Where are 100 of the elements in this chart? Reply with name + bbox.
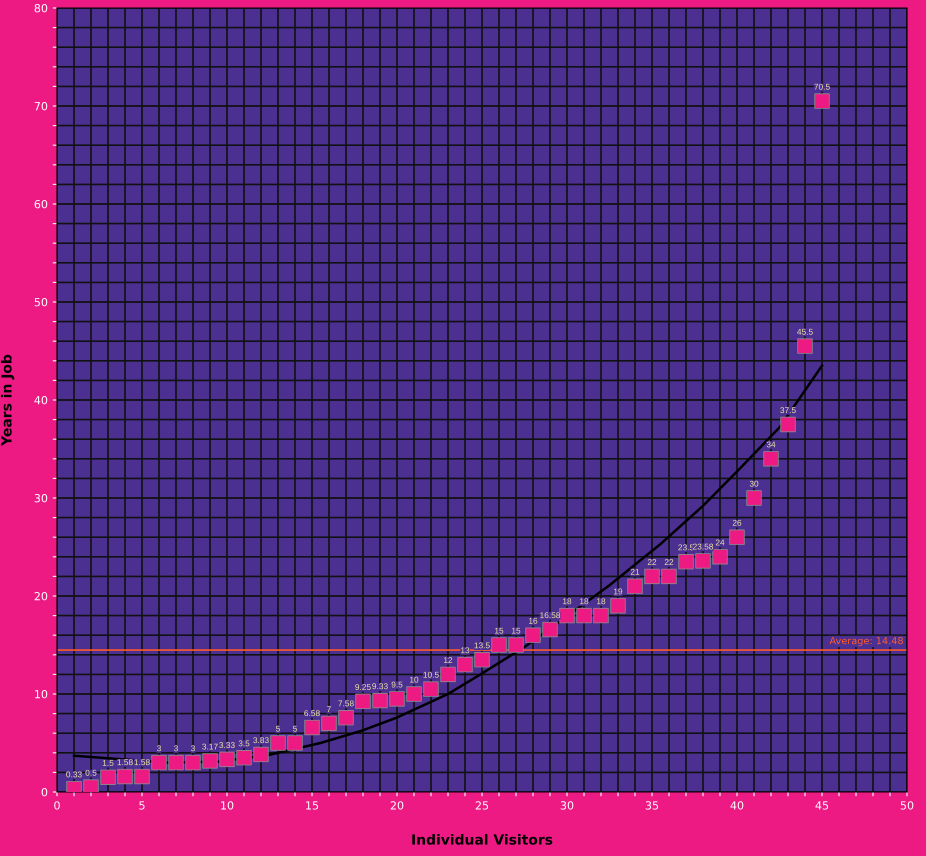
data-label: 13: [461, 647, 470, 654]
point: [780, 416, 796, 432]
y-tick-label: 20: [34, 592, 48, 600]
point: [559, 608, 575, 624]
point: [593, 608, 609, 624]
data-label: 16: [529, 618, 538, 624]
point: [202, 753, 218, 769]
y-tick-label: 40: [34, 396, 48, 404]
point: [508, 637, 524, 653]
point: [100, 770, 116, 786]
data-label: 19: [614, 588, 622, 594]
data-label: 15: [495, 628, 504, 634]
y-axis-title: Years in Job: [0, 354, 14, 446]
data-label: 1.58: [118, 759, 133, 766]
point: [151, 754, 167, 770]
y-tick-label: 30: [34, 494, 48, 502]
point: [253, 746, 269, 762]
y-tick-label: 50: [34, 298, 48, 306]
data-label: 7: [327, 706, 331, 712]
point: [389, 691, 405, 707]
point: [712, 549, 728, 565]
data-label: 70.5: [814, 84, 830, 90]
point: [729, 529, 745, 545]
point: [185, 754, 201, 770]
data-label: 10.5: [424, 672, 439, 678]
point: [219, 752, 235, 768]
x-tick-label: 20: [390, 801, 404, 810]
point: [270, 735, 286, 751]
data-label: 3.33: [219, 742, 235, 748]
data-label: 26: [732, 520, 742, 526]
data-label: 1.5: [102, 760, 114, 766]
point: [423, 681, 439, 697]
data-label: 13.5: [474, 642, 490, 648]
data-label: 9.33: [372, 683, 388, 690]
point: [440, 666, 456, 682]
data-label: 0.5: [86, 770, 96, 776]
y-tick-label: 80: [34, 4, 48, 12]
data-label: 3.5: [238, 740, 250, 746]
point: [355, 694, 371, 710]
point: [168, 754, 184, 770]
data-label: 3.83: [253, 737, 269, 744]
point: [644, 568, 660, 584]
data-label: 5: [276, 726, 280, 732]
data-label: 6.58: [304, 710, 320, 716]
data-label: 7.58: [338, 700, 354, 706]
x-tick-label: 25: [476, 801, 488, 810]
point: [678, 554, 694, 570]
point: [372, 692, 388, 708]
point: [338, 710, 354, 726]
y-tick-label: 70: [34, 102, 48, 110]
data-label: 0.33: [66, 771, 82, 778]
data-label: 23.58: [692, 544, 714, 550]
point: [746, 490, 762, 506]
y-tick-label: 60: [34, 200, 48, 208]
data-label: 1.58: [134, 759, 150, 766]
point: [542, 622, 558, 638]
data-label: 3: [191, 745, 195, 752]
point: [576, 608, 592, 624]
point: [474, 652, 490, 668]
point: [797, 338, 813, 354]
y-tick-label: 10: [35, 690, 48, 698]
point: [814, 93, 830, 109]
data-label: 24: [716, 540, 724, 546]
x-tick-label: 35: [646, 801, 658, 810]
data-label: 18: [580, 598, 588, 604]
data-label: 3.17: [202, 744, 218, 750]
data-label: 10: [410, 676, 418, 683]
data-label: 34: [766, 442, 776, 448]
x-tick-label: 40: [730, 801, 744, 810]
point: [627, 578, 643, 594]
point: [236, 750, 252, 766]
data-label: 12: [444, 657, 452, 663]
point: [525, 627, 541, 643]
point: [117, 768, 133, 784]
x-axis-title: Individual Visitors: [412, 834, 552, 845]
x-tick-label: 45: [815, 801, 828, 810]
point: [134, 768, 150, 784]
data-label: 45.5: [797, 328, 813, 335]
data-label: 15: [512, 628, 520, 634]
point: [661, 568, 677, 584]
ref-line-label: Average: 14.48: [830, 636, 903, 646]
point: [321, 716, 337, 732]
data-label: 22: [648, 559, 656, 565]
point: [763, 451, 779, 467]
data-label: 3: [174, 745, 178, 752]
point: [457, 656, 473, 672]
x-tick-label: 15: [306, 801, 318, 810]
data-label: 16.58: [540, 612, 560, 618]
point: [491, 637, 507, 653]
x-tick-label: 50: [900, 801, 914, 810]
data-label: 9.5: [392, 682, 402, 688]
point: [406, 686, 422, 702]
data-label: 9.25: [355, 684, 371, 690]
data-label: 22: [664, 559, 674, 565]
x-tick-label: 0: [54, 801, 60, 810]
data-label: 5: [293, 726, 297, 732]
data-label: 21: [630, 568, 640, 575]
y-tick-label: 0: [42, 788, 48, 796]
x-tick-label: 30: [560, 801, 574, 810]
x-tick-label: 5: [139, 801, 145, 810]
